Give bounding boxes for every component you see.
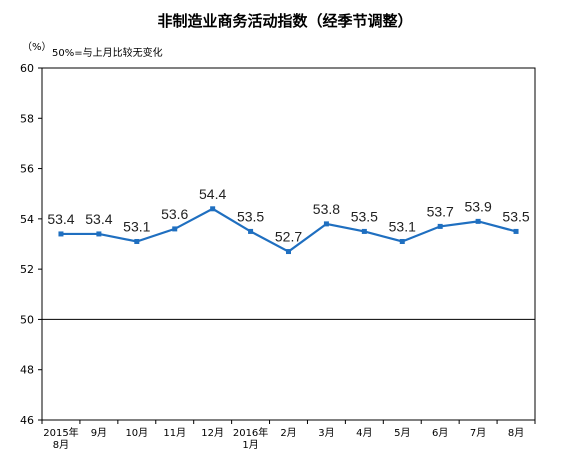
data-point: [172, 226, 178, 232]
y-tick-label: 60: [20, 62, 34, 75]
data-label: 52.7: [275, 229, 302, 245]
data-label: 53.1: [123, 218, 150, 234]
data-point: [96, 231, 102, 237]
x-tick-label: 2016年: [233, 426, 268, 439]
x-tick-label: 2015年: [43, 426, 78, 439]
x-tick-label: 6月: [432, 427, 448, 439]
y-tick-label: 50: [20, 313, 34, 326]
x-tick-label: 12月: [201, 427, 224, 439]
y-tick-label: 52: [20, 263, 34, 276]
x-tick-label: 5月: [394, 427, 410, 439]
data-point: [437, 223, 443, 229]
data-label: 54.4: [199, 186, 226, 202]
data-point: [361, 228, 367, 234]
x-tick-label: 2月: [280, 427, 296, 439]
data-label: 53.8: [313, 201, 340, 217]
y-tick-label: 58: [20, 112, 34, 125]
data-point: [210, 206, 216, 212]
data-point: [286, 249, 291, 255]
plot-frame: [41, 67, 536, 421]
x-tick-label: 8月: [508, 427, 524, 439]
x-tick-label: 8月: [53, 439, 69, 451]
x-tick-label: 1月: [242, 439, 258, 451]
data-label: 53.6: [161, 206, 188, 222]
y-tick-label: 54: [20, 213, 34, 226]
data-point: [58, 231, 64, 237]
data-label: 53.9: [464, 198, 491, 214]
x-tick-label: 9月: [91, 427, 107, 439]
y-tick-label: 48: [20, 364, 34, 377]
data-label: 53.7: [427, 203, 454, 219]
x-tick-label: 4月: [356, 427, 372, 439]
data-label: 53.4: [47, 211, 74, 227]
baseline-note: 50%=与上月比较无变化: [52, 48, 163, 59]
data-label: 53.4: [85, 211, 112, 227]
data-point: [248, 228, 254, 234]
chart-title: 非制造业商务活动指数（经季节调整）: [157, 12, 413, 30]
data-point: [323, 221, 329, 227]
data-point: [475, 218, 481, 224]
data-point: [134, 238, 140, 244]
data-label: 53.5: [237, 208, 264, 224]
data-label: 53.1: [389, 218, 416, 234]
y-tick-label: 56: [20, 163, 34, 176]
x-tick-label: 7月: [470, 427, 486, 439]
x-tick-label: 3月: [318, 427, 334, 439]
y-tick-label: 46: [20, 414, 34, 427]
data-label: 53.5: [351, 208, 378, 224]
x-tick-label: 10月: [125, 427, 148, 439]
y-unit-label: （%）: [22, 42, 52, 53]
x-tick-label: 11月: [163, 427, 186, 439]
data-point: [513, 228, 519, 234]
data-label: 53.5: [502, 208, 529, 224]
data-point: [399, 238, 405, 244]
